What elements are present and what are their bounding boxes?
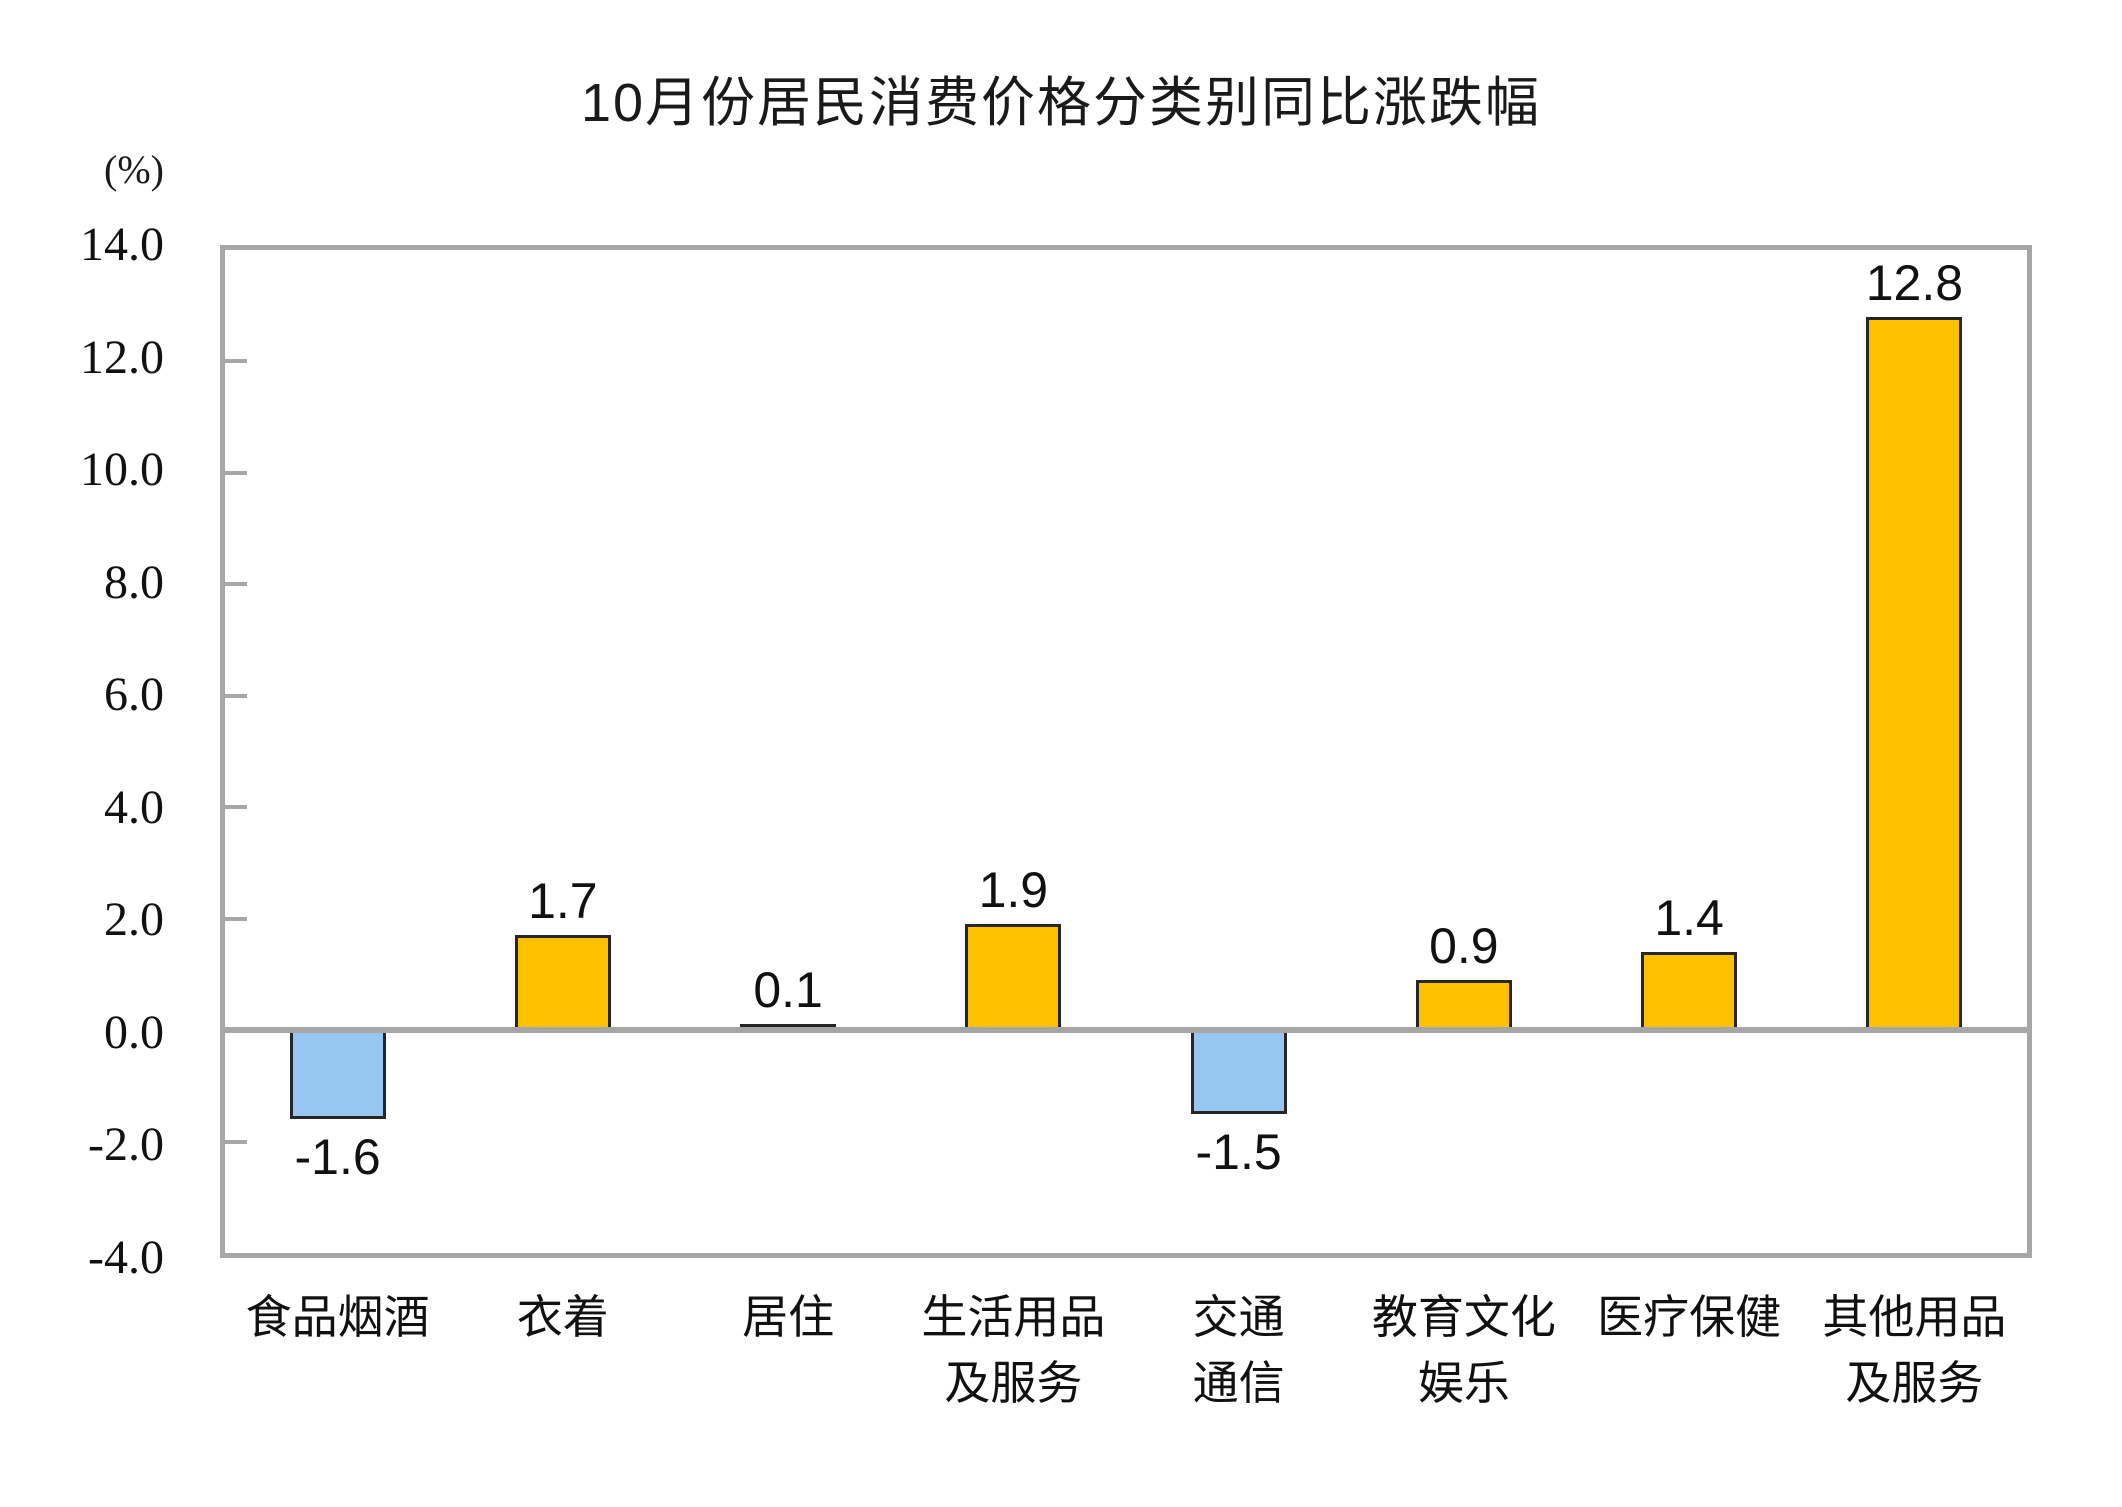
x-category-label: 教育文化 娱乐: [1351, 1284, 1576, 1416]
y-tick-mark: [225, 1139, 247, 1144]
x-category-label-line: 居住: [742, 1291, 835, 1343]
x-category-label: 衣着: [450, 1284, 675, 1350]
y-tick-label: 6.0: [104, 668, 164, 722]
bar-value-label: 1.9: [978, 862, 1049, 919]
y-tick-label: 14.0: [80, 218, 164, 271]
bar-value-label: 0.9: [1429, 917, 1499, 974]
x-category-label-line: 及服务: [1845, 1357, 1984, 1409]
bar-negative: [289, 1030, 386, 1120]
x-category-label-line: 其他用品: [1822, 1291, 2007, 1343]
x-category-label-line: 娱乐: [1417, 1357, 1510, 1409]
y-tick-mark: [225, 470, 247, 475]
x-category-label: 居住: [676, 1284, 901, 1350]
y-tick-mark: [225, 693, 247, 698]
bar-value-label: 1.4: [1654, 890, 1724, 947]
y-tick-label: 10.0: [80, 443, 164, 497]
y-tick-mark: [225, 359, 247, 364]
bar-value-label: 1.7: [528, 873, 598, 930]
y-tick-mark: [225, 582, 247, 587]
x-category-label: 其他用品 及服务: [1802, 1284, 2027, 1416]
x-category-label-line: 及服务: [944, 1357, 1083, 1409]
x-category-label-line: 教育文化: [1371, 1291, 1556, 1343]
x-category-label-line: 通信: [1192, 1357, 1285, 1409]
zero-line: [225, 1027, 2027, 1034]
x-category-label: 医疗保健: [1577, 1284, 1802, 1350]
bar: [514, 935, 611, 1031]
x-category-label-line: 交通: [1192, 1291, 1285, 1343]
bar: [1415, 979, 1512, 1031]
bar-value-label: -1.6: [294, 1129, 381, 1186]
bar-negative: [1190, 1030, 1287, 1114]
y-tick-label: -4.0: [88, 1231, 164, 1284]
y-tick-label: -2.0: [88, 1118, 164, 1172]
chart-title: 10月份居民消费价格分类别同比涨跌幅: [580, 73, 1542, 133]
plot-area: -1.6 1.7 0.1 1.9 -1.5 0.9 1.4 12.8: [220, 245, 2032, 1258]
y-tick-label: 2.0: [104, 893, 164, 947]
x-category-label-line: 食品烟酒: [245, 1291, 430, 1343]
y-tick-label: 0.0: [104, 1005, 164, 1059]
y-tick-mark: [225, 805, 247, 810]
x-category-label-line: 衣着: [516, 1291, 609, 1343]
bar-value-label: 0.1: [753, 962, 823, 1019]
x-category-label: 交通 通信: [1126, 1284, 1351, 1416]
y-tick-label: 4.0: [104, 780, 164, 834]
bar: [1866, 316, 1963, 1031]
bar-value-label: 12.8: [1865, 254, 1964, 311]
x-category-label: 生活用品 及服务: [901, 1284, 1126, 1416]
bar: [1641, 952, 1738, 1031]
bar-value-label: -1.5: [1195, 1123, 1282, 1180]
y-tick-label: 8.0: [104, 555, 164, 609]
x-category-label-line: 医疗保健: [1597, 1291, 1782, 1343]
y-tick-mark: [225, 916, 247, 921]
y-axis-unit-label: (%): [104, 147, 164, 192]
bar: [965, 924, 1062, 1031]
x-category-label-line: 生活用品: [921, 1291, 1106, 1343]
x-category-label: 食品烟酒: [225, 1284, 450, 1350]
y-tick-label: 12.0: [80, 330, 164, 384]
